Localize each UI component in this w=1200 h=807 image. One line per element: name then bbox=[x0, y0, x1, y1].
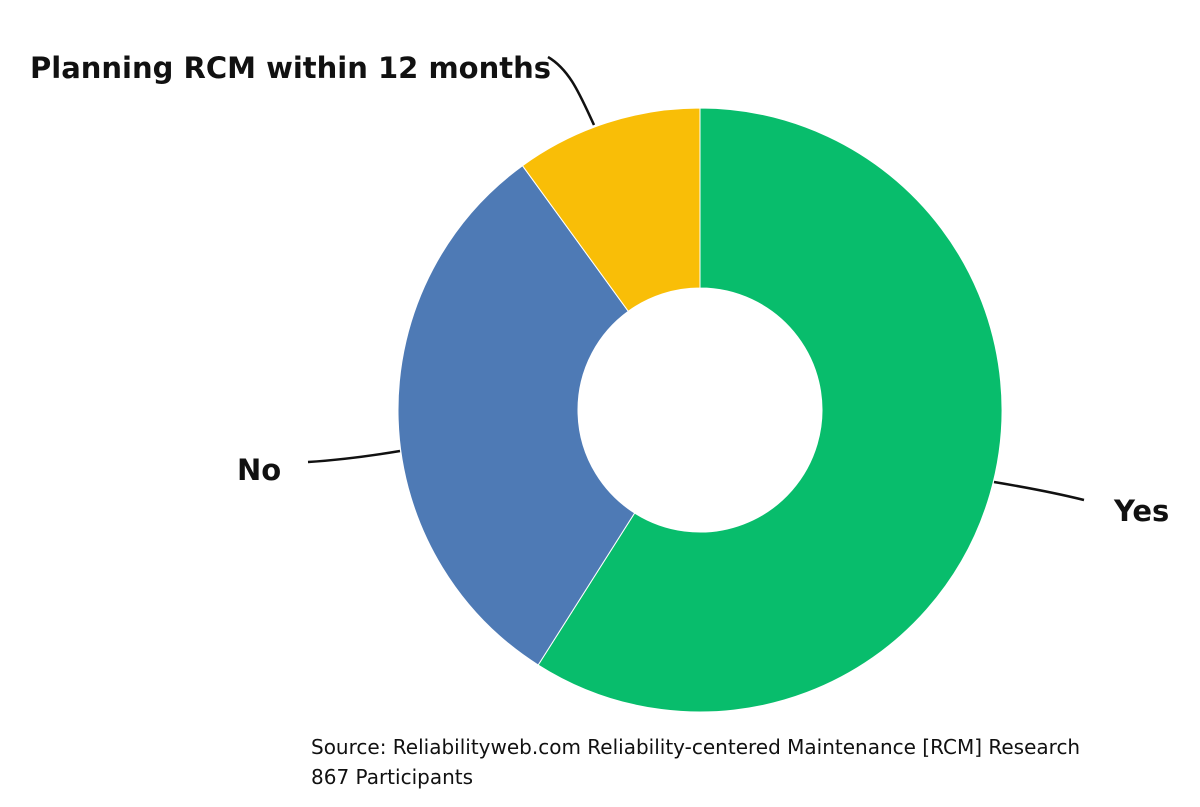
leader-planning bbox=[547, 55, 596, 126]
label-yes: Yes bbox=[1113, 494, 1169, 528]
leader-no bbox=[307, 449, 401, 464]
slice-no bbox=[397, 164, 636, 666]
source-note: Source: Reliabilityweb.com Reliability-c… bbox=[311, 732, 1080, 792]
leader-lines bbox=[307, 55, 1085, 502]
leader-yes bbox=[993, 480, 1085, 502]
label-no: No bbox=[237, 453, 281, 487]
label-planning: Planning RCM within 12 months bbox=[30, 51, 551, 85]
slice-planning bbox=[521, 107, 701, 312]
slice-yes bbox=[537, 107, 1003, 713]
participants-line: 867 Participants bbox=[311, 765, 474, 789]
slice-labels: Yes No Planning RCM within 12 months bbox=[30, 51, 1169, 528]
source-line: Source: Reliabilityweb.com Reliability-c… bbox=[311, 735, 1081, 759]
slices-layer bbox=[397, 107, 1003, 713]
